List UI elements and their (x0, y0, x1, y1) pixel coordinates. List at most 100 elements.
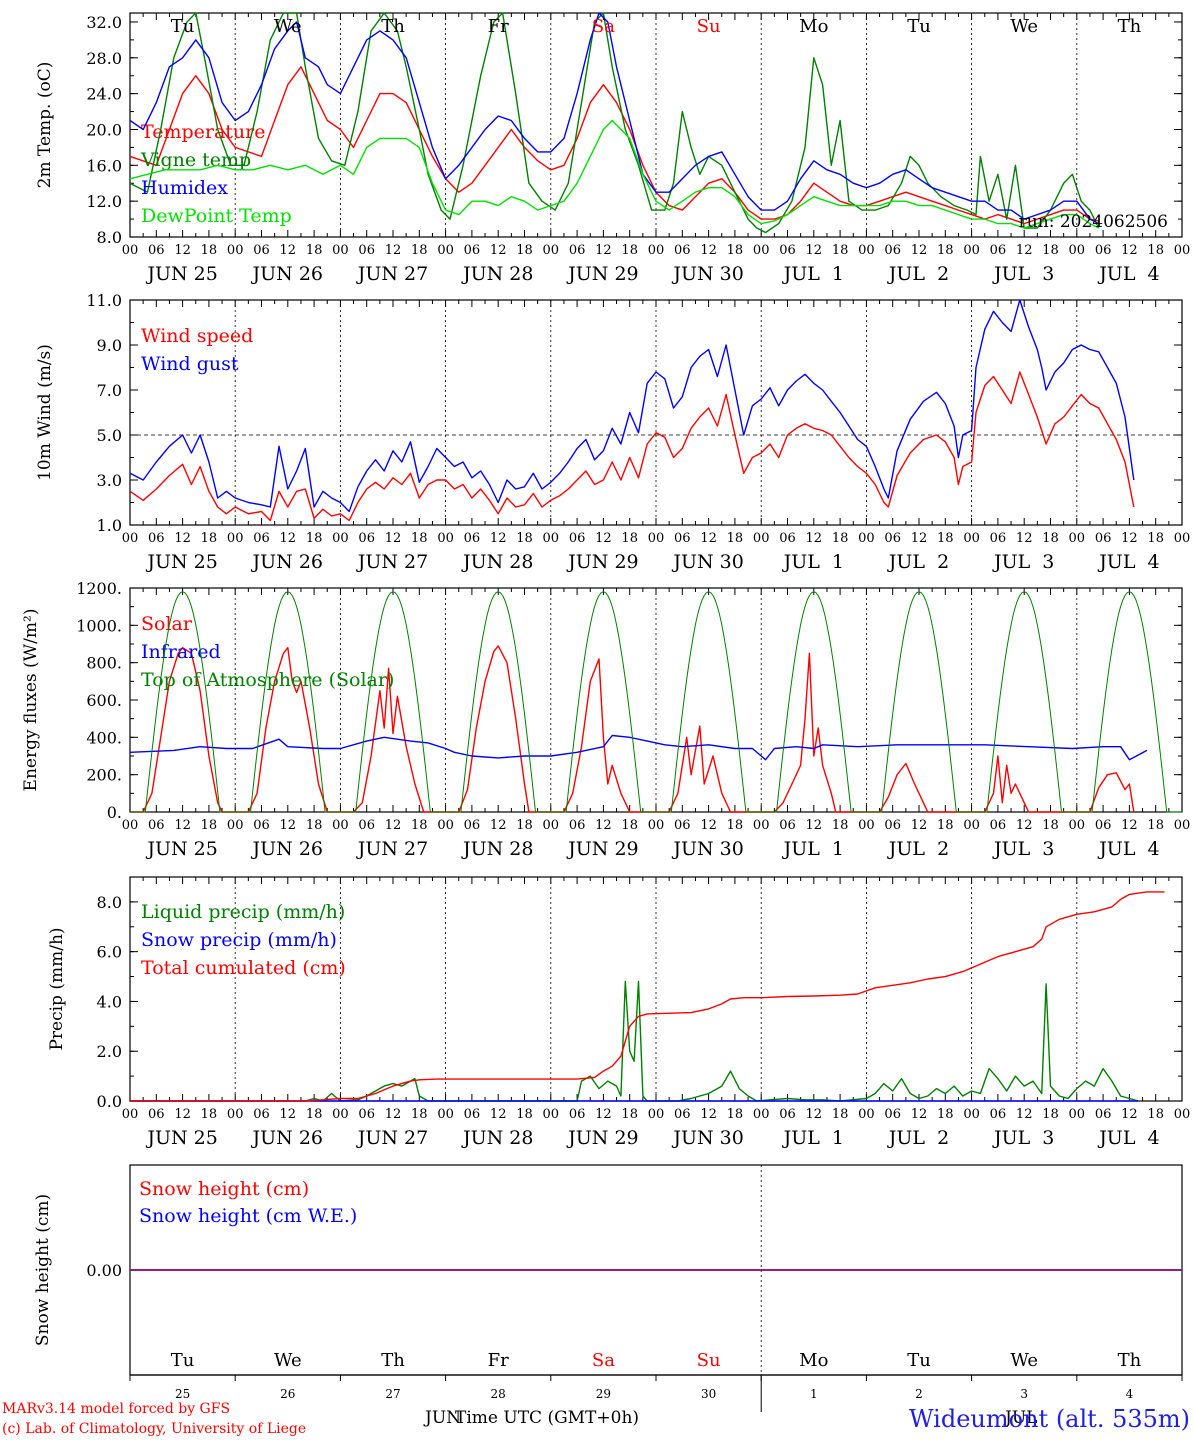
y-axis-label: Snow height (cm) (33, 1194, 53, 1346)
legend-entry: Liquid precip (mm/h) (141, 901, 345, 923)
hour-tick-label: 12 (385, 243, 402, 258)
hour-tick-label: 18 (621, 531, 638, 546)
hour-tick-label: 06 (569, 243, 586, 258)
date-label: JUN 28 (461, 551, 533, 573)
hour-tick-label: 12 (1121, 243, 1138, 258)
hour-tick-label: 06 (464, 818, 481, 833)
hour-tick-label: 18 (516, 531, 533, 546)
hour-tick-label: 12 (490, 531, 507, 546)
hour-tick-label: 00 (227, 531, 244, 546)
series-line-solar (130, 645, 1135, 813)
hour-tick-label: 18 (727, 531, 744, 546)
y-tick-label: 11.0 (86, 291, 122, 310)
hour-tick-label: 18 (832, 531, 849, 546)
hour-tick-label: 00 (963, 818, 980, 833)
y-tick-label: 4.0 (97, 992, 122, 1011)
date-label: JUL 1 (782, 1127, 844, 1149)
hour-tick-label: 06 (990, 243, 1007, 258)
hour-tick-label: 06 (779, 818, 796, 833)
hour-tick-label: 12 (280, 531, 297, 546)
hour-tick-label: 18 (937, 243, 954, 258)
hour-tick-label: 06 (674, 531, 691, 546)
y-tick-label: 28.0 (86, 49, 122, 68)
series-line-dewpoint-temp (129, 119, 1100, 229)
day-number-label: 27 (385, 1387, 400, 1401)
hour-tick-label: 18 (411, 531, 428, 546)
hour-tick-label: 06 (358, 818, 375, 833)
hour-tick-label: 06 (358, 531, 375, 546)
hour-tick-label: 00 (332, 531, 349, 546)
hour-tick-label: 00 (1069, 1107, 1086, 1122)
footer: MARv3.14 model forced by GFS (c) Lab. of… (2, 1401, 1190, 1437)
hour-tick-label: 06 (990, 531, 1007, 546)
series-line-total-cumulated-cm- (130, 891, 1165, 1102)
hour-tick-label: 12 (490, 243, 507, 258)
y-tick-label: 20.0 (86, 120, 122, 139)
station-title: Wideumont (alt. 535m) (909, 1405, 1190, 1433)
hour-tick-label: 12 (174, 243, 191, 258)
day-of-week-label: Th (1118, 16, 1142, 37)
y-tick-label: 600. (86, 691, 122, 710)
y-axis-label: 10m Wind (m/s) (35, 344, 55, 481)
date-label: JUL 2 (887, 551, 949, 573)
hour-tick-label: 00 (543, 818, 560, 833)
y-tick-label: 9.0 (97, 336, 122, 355)
date-label: JUN 29 (566, 263, 638, 285)
hour-tick-label: 18 (937, 531, 954, 546)
hour-tick-label: 06 (464, 1107, 481, 1122)
hour-tick-label: 12 (700, 531, 717, 546)
legend-entry: Humidex (141, 177, 228, 199)
hour-tick-label: 18 (516, 818, 533, 833)
legend-entry: Snow height (cm W.E.) (139, 1205, 357, 1227)
date-label: JUL 4 (1097, 1127, 1159, 1149)
hour-tick-label: 18 (727, 243, 744, 258)
date-label: JUN 27 (356, 551, 428, 573)
hour-tick-label: 00 (753, 818, 770, 833)
hour-tick-label: 06 (569, 818, 586, 833)
day-of-week-label: Su (697, 16, 721, 37)
day-of-week-label: Tu (907, 16, 931, 37)
y-tick-label: 0.0 (97, 1092, 122, 1111)
hour-tick-label: 18 (1042, 243, 1059, 258)
y-tick-label: 800. (86, 654, 122, 673)
date-label: JUN 28 (461, 1127, 533, 1149)
hour-tick-label: 18 (201, 818, 218, 833)
panel-5: 0.00 Snow height (cm) Snow height (cm) Snow… (33, 1164, 1183, 1412)
hour-tick-label: 06 (1095, 531, 1112, 546)
series-line-liquid-precip-mm-h- (130, 980, 1139, 1102)
day-of-week-label: Th (381, 1350, 405, 1371)
hour-tick-label: 18 (306, 1107, 323, 1122)
hour-tick-label: 18 (621, 818, 638, 833)
hour-tick-label: 12 (911, 243, 928, 258)
hour-tick-label: 00 (227, 1107, 244, 1122)
hour-tick-label: 12 (385, 818, 402, 833)
y-tick-label: 3.0 (97, 471, 122, 490)
date-label: JUN 26 (251, 1127, 323, 1149)
hour-tick-label: 12 (595, 818, 612, 833)
date-label: JUN 25 (145, 1127, 217, 1149)
hour-tick-label: 06 (990, 818, 1007, 833)
date-label: JUL 4 (1097, 263, 1159, 285)
hour-tick-label: 06 (884, 531, 901, 546)
day-of-week-label: Th (381, 16, 405, 37)
hour-tick-label: 12 (490, 818, 507, 833)
hour-tick-label: 06 (779, 243, 796, 258)
hour-tick-label: 18 (411, 1107, 428, 1122)
hour-tick-label: 18 (516, 243, 533, 258)
date-label: JUN 26 (251, 551, 323, 573)
day-number-label: 1 (810, 1387, 818, 1401)
hour-tick-label: 12 (911, 531, 928, 546)
hour-tick-label: 00 (858, 243, 875, 258)
hour-tick-label: 00 (753, 531, 770, 546)
hour-tick-label: 18 (1147, 531, 1164, 546)
y-axis-label: 2m Temp. (oC) (35, 62, 55, 189)
hour-tick-label: 18 (306, 243, 323, 258)
hour-tick-label: 06 (779, 1107, 796, 1122)
date-label: JUN 30 (671, 1127, 743, 1149)
hour-tick-label: 00 (543, 243, 560, 258)
hour-tick-label: 12 (911, 1107, 928, 1122)
date-label: JUL 4 (1097, 551, 1159, 573)
hour-tick-label: 18 (832, 818, 849, 833)
hour-tick-label: 12 (385, 531, 402, 546)
date-label: JUL 1 (782, 838, 844, 860)
